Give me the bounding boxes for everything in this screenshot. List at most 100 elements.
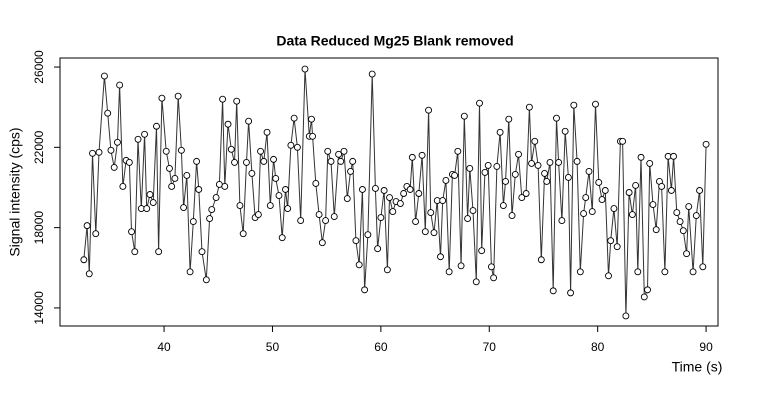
data-point xyxy=(634,268,642,276)
data-point xyxy=(464,215,472,223)
data-point xyxy=(386,194,393,201)
data-point xyxy=(134,135,142,143)
data-point xyxy=(224,120,232,128)
data-point xyxy=(227,145,235,153)
data-point xyxy=(380,187,388,194)
data-point xyxy=(278,234,286,242)
data-point xyxy=(696,187,704,194)
data-point xyxy=(466,164,474,172)
data-point xyxy=(293,143,301,151)
data-point xyxy=(119,183,127,190)
data-point xyxy=(243,158,250,166)
data-point xyxy=(478,247,486,255)
data-point xyxy=(531,137,539,145)
data-point xyxy=(534,161,542,169)
y-axis-label: Signal intensity (cps) xyxy=(7,127,23,256)
data-point xyxy=(476,99,483,107)
data-point xyxy=(324,147,332,155)
data-point xyxy=(116,81,124,89)
data-point xyxy=(131,248,139,256)
data-point xyxy=(493,162,501,170)
data-point xyxy=(198,248,206,256)
data-point xyxy=(335,150,343,158)
data-point xyxy=(355,261,363,269)
data-point xyxy=(358,186,366,193)
data-point xyxy=(155,248,163,256)
data-point xyxy=(580,210,588,218)
data-point xyxy=(442,177,450,184)
data-point xyxy=(212,194,220,201)
data-point xyxy=(406,186,414,193)
x-tick-label: 40 xyxy=(157,340,171,354)
data-point xyxy=(673,209,681,217)
data-point xyxy=(484,161,492,169)
data-point xyxy=(490,274,498,282)
data-point xyxy=(425,106,433,114)
data-point xyxy=(622,312,630,320)
data-point xyxy=(607,237,615,245)
data-point xyxy=(439,197,447,204)
data-point xyxy=(180,204,188,212)
data-point xyxy=(364,231,372,239)
data-point xyxy=(275,192,283,199)
data-point xyxy=(143,205,151,213)
data-point xyxy=(195,186,203,193)
data-point xyxy=(168,183,176,190)
data-point xyxy=(564,173,572,181)
data-point xyxy=(605,272,612,280)
data-point xyxy=(412,218,420,226)
data-point xyxy=(679,227,687,235)
data-point xyxy=(186,268,194,276)
data-point xyxy=(349,157,357,165)
data-point xyxy=(408,153,416,161)
data-point xyxy=(610,205,618,213)
data-point xyxy=(652,226,660,234)
data-point xyxy=(153,122,160,130)
data-point xyxy=(272,174,280,182)
data-point xyxy=(632,182,640,189)
plot-box xyxy=(59,57,719,327)
data-point xyxy=(518,194,526,201)
data-point xyxy=(189,218,197,226)
data-point xyxy=(297,217,305,225)
data-point xyxy=(625,189,633,196)
data-point xyxy=(637,153,645,161)
data-point xyxy=(649,201,657,208)
data-point xyxy=(592,100,599,108)
data-point xyxy=(95,148,103,156)
data-point xyxy=(322,217,330,225)
data-point xyxy=(110,163,118,171)
data-point xyxy=(174,92,182,100)
data-point xyxy=(421,228,429,236)
data-point xyxy=(689,268,697,276)
data-point xyxy=(92,230,100,238)
data-point xyxy=(508,212,516,220)
data-point xyxy=(374,245,382,253)
data-point xyxy=(85,270,93,278)
data-point xyxy=(487,263,495,271)
data-point xyxy=(640,293,648,301)
data-point xyxy=(658,183,666,190)
data-point xyxy=(301,65,309,73)
data-point xyxy=(327,157,335,165)
data-point xyxy=(460,112,468,120)
data-point xyxy=(553,114,560,122)
data-point xyxy=(683,250,691,258)
data-point xyxy=(505,115,513,123)
data-point xyxy=(193,157,201,165)
data-point xyxy=(266,202,274,210)
data-point xyxy=(107,146,115,154)
data-point xyxy=(340,147,348,155)
data-point xyxy=(525,103,533,111)
data-point xyxy=(361,286,369,294)
data-point xyxy=(80,256,88,264)
data-point xyxy=(337,157,345,165)
data-point xyxy=(287,141,295,149)
data-point xyxy=(619,137,627,145)
y-tick-label: 18000 xyxy=(32,211,46,245)
data-point xyxy=(149,199,157,206)
data-point xyxy=(219,95,227,103)
data-point xyxy=(309,132,317,140)
data-point xyxy=(104,109,112,117)
